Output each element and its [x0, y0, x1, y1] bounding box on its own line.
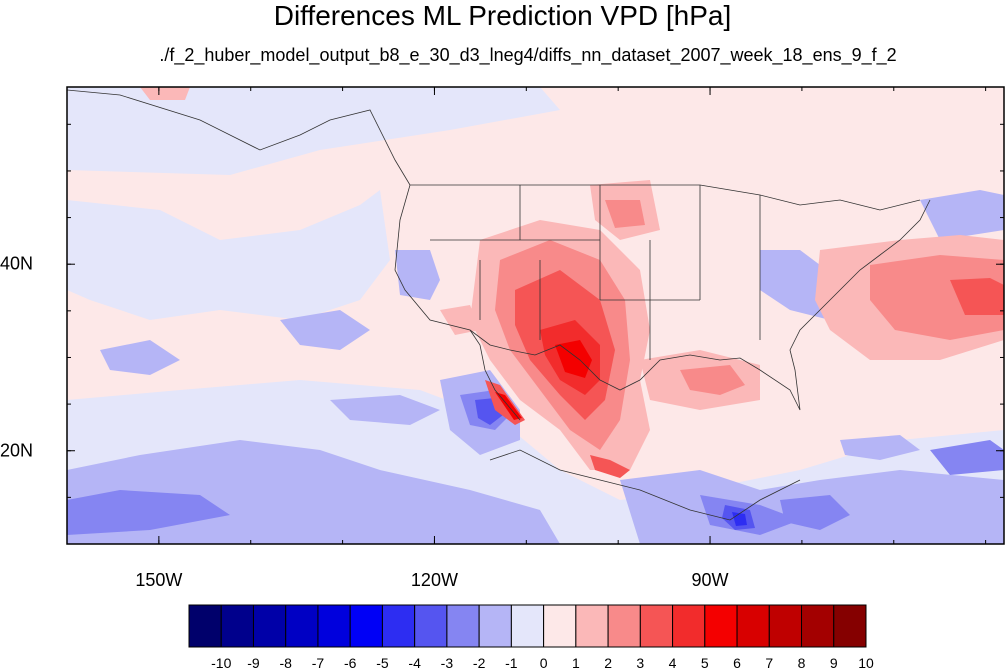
negative-region — [67, 87, 560, 175]
colorbar-swatch — [446, 604, 480, 648]
negative-region — [100, 340, 180, 375]
colorbar-swatch — [672, 604, 706, 648]
colorbar-swatch — [381, 604, 416, 648]
negative-region — [780, 495, 850, 530]
difference-map — [66, 86, 1005, 545]
negative-region — [840, 435, 920, 460]
colorbar-label: 9 — [829, 655, 838, 671]
colorbar-label: -2 — [472, 655, 486, 671]
axis-ticks — [66, 87, 1004, 544]
colorbar-label: 2 — [604, 655, 612, 671]
lat-tick-label: 40N — [0, 253, 34, 274]
negative-region — [280, 310, 370, 350]
lon-tick-label: 150W — [135, 570, 183, 590]
colorbar-swatch — [252, 604, 287, 648]
colorbar-label: -3 — [440, 655, 454, 671]
colorbar-label: 0 — [539, 655, 548, 671]
colorbar-swatch — [188, 604, 222, 648]
colorbar-label: 10 — [858, 655, 874, 671]
colorbar-swatch — [575, 604, 609, 648]
lat-tick-label: 20N — [0, 440, 34, 461]
negative-region — [67, 490, 230, 535]
positive-region — [140, 87, 190, 100]
positive-region — [440, 305, 480, 335]
colorbar-label: 8 — [797, 655, 806, 671]
colorbar-label: 7 — [765, 655, 774, 671]
colorbar-swatch — [478, 604, 512, 648]
colorbar-label: -9 — [247, 655, 260, 671]
negative-region — [330, 395, 440, 425]
map-subtitle: ./f_2_huber_model_output_b8_e_30_d3_lneg… — [159, 45, 897, 65]
colorbar-swatch — [833, 604, 867, 648]
lon-tick-label: 90W — [691, 570, 729, 590]
colorbar-label: -1 — [505, 655, 518, 671]
colorbar-swatch — [414, 604, 448, 648]
colorbar-swatch — [607, 604, 641, 648]
colorbar-swatch — [639, 604, 674, 648]
colorbar-label: 3 — [636, 655, 645, 671]
colorbar-swatch — [220, 604, 254, 648]
colorbar-swatch — [801, 604, 835, 648]
positive-region — [605, 200, 645, 228]
colorbar-label: 5 — [700, 655, 709, 671]
colorbar-label: -7 — [311, 655, 325, 671]
negative-region — [732, 512, 747, 526]
positive-region — [590, 455, 630, 478]
colorbar-swatch — [736, 604, 770, 648]
negative-region — [920, 190, 1004, 240]
colorbar-label: -10 — [211, 655, 232, 671]
colorbar-swatch — [285, 604, 319, 648]
colorbar-swatch — [317, 604, 351, 648]
colorbar-swatch — [349, 604, 383, 648]
negative-region — [395, 250, 440, 300]
colorbar-label: 1 — [571, 655, 580, 671]
positive-region — [950, 278, 1004, 315]
negative-region — [67, 190, 390, 320]
lon-tick-label: 120W — [410, 570, 458, 590]
colorbar-label: 4 — [668, 655, 677, 671]
positive-region — [680, 365, 745, 395]
colorbar-label: -6 — [343, 655, 357, 671]
colorbar-swatch — [543, 604, 577, 648]
colorbar-swatch — [510, 604, 545, 648]
negative-region — [930, 440, 1004, 475]
map-title: Differences ML Prediction VPD [hPa] — [273, 0, 732, 31]
colorbar-label: 6 — [733, 655, 741, 671]
colorbar-swatch — [768, 604, 803, 648]
map-frame — [66, 86, 1005, 545]
coastlines — [67, 89, 931, 521]
positive-region — [555, 340, 592, 378]
positive-region — [870, 255, 1004, 340]
colorbar-label: -5 — [376, 655, 389, 671]
colorbar-label: -8 — [279, 655, 292, 671]
colorbar-label: -4 — [408, 655, 421, 671]
colorbar-swatch — [704, 604, 738, 648]
